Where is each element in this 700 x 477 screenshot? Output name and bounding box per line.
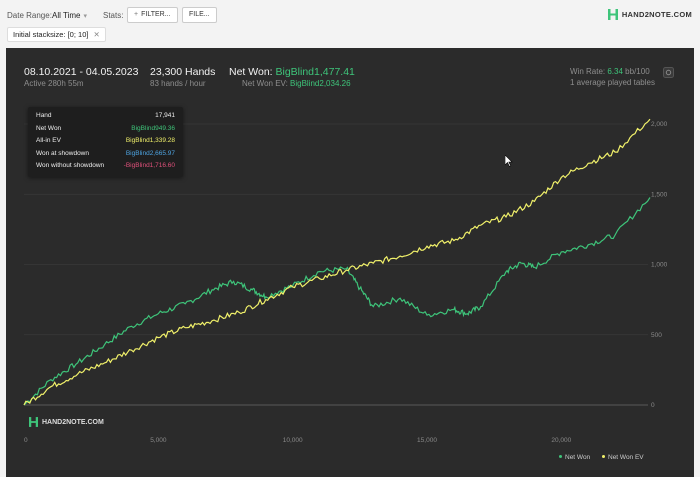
chart-lines [23,118,651,406]
tooltip-value: -BigBlind1,716.60 [123,162,175,169]
x-axis-ticks: 0 5,000 10,000 15,000 20,000 [24,437,572,444]
chevron-down-icon: ▾ [83,13,87,20]
legend-dot-net-won [559,455,562,458]
chart-grid [24,123,648,406]
filter-button-label: FILTER... [141,11,171,18]
x-tick-label: 10,000 [283,437,303,444]
watermark-text: HAND2NOTE.COM [42,418,104,426]
x-tick-label: 15,000 [417,437,437,444]
date-range-select[interactable]: All Time ▾ [52,11,87,20]
tooltip-label: All-in EV [36,137,61,144]
filter-chip[interactable]: Initial stacksize: [0; 10] ✕ [7,27,106,42]
net-won-label: Net Won: [229,66,273,78]
hands-count: 23,300 Hands [150,66,216,78]
tooltip-row: Hand 17,941 [36,112,175,124]
active-time: Active 280h 55m [24,79,84,88]
win-rate-value: 6.34 [607,67,623,76]
net-won-ev-value: BigBlind2,034.26 [290,79,351,88]
win-rate-unit: bb/100 [625,67,650,76]
logo-text: HAND2NOTE.COM [621,10,692,19]
tooltip-label: Won without showdown [36,162,105,169]
y-tick-label: 1,000 [651,262,668,269]
filter-button[interactable]: + FILTER... [127,7,178,23]
legend-label-net-won: Net Won [565,454,591,461]
y-tick-label: 500 [651,332,662,339]
mouse-cursor-icon [505,155,513,167]
legend-net-won-ev[interactable]: Net Won EV [602,454,644,461]
y-tick-label: 0 [651,402,655,409]
stats-label: Stats: [103,11,124,20]
legend-net-won[interactable]: Net Won [559,454,590,461]
settings-icon[interactable] [663,67,674,78]
tooltip-row: Net Won BigBlind949.36 [36,125,175,137]
legend-dot-net-won-ev [602,455,605,458]
legend-label-net-won-ev: Net Won EV [608,454,644,461]
tooltip-value: BigBlind1,339.28 [125,137,175,144]
tooltip-value: 17,941 [155,112,175,119]
tooltip-row: All-in EV BigBlind1,339.28 [36,137,175,149]
date-span: 08.10.2021 - 04.05.2023 [24,66,139,78]
x-tick-label: 20,000 [551,437,571,444]
series-line [23,197,651,406]
net-won-ev: Net Won EV: BigBlind2,034.26 [242,79,351,88]
win-rate: Win Rate: 6.34 bb/100 [570,67,650,76]
chart-tooltip: Hand 17,941 Net Won BigBlind949.36 All-in EV… [28,107,183,177]
file-button[interactable]: FILE... [182,7,217,23]
h2n-watermark-icon [29,417,38,427]
y-tick-label: 2,000 [651,121,668,128]
tooltip-label: Won at showdown [36,149,89,157]
x-tick-label: 5,000 [150,437,167,444]
chart-watermark: HAND2NOTE.COM [29,417,104,427]
tooltip-row: Won without showdown -BigBlind1,716.60 [36,162,175,174]
file-button-label: FILE... [189,11,210,18]
tooltip-value: BigBlind2,665.97 [125,149,175,157]
close-icon[interactable]: ✕ [93,30,100,39]
tooltip-row: Won at showdown BigBlind2,665.97 [36,150,175,162]
toolbar: Date Range: All Time ▾ Stats: + FILTER... … [0,0,700,28]
net-won: Net Won: BigBlind1,477.41 [229,66,355,78]
date-range-value: All Time [52,11,81,20]
x-tick-label: 0 [24,437,28,444]
date-range-label: Date Range: [7,11,52,20]
hand2note-logo: HAND2NOTE.COM [607,9,692,20]
y-axis-ticks: 0 500 1,000 1,500 2,000 [651,121,668,409]
net-won-ev-label: Net Won EV: [242,79,288,88]
series-line [23,118,651,406]
h2n-logo-icon [607,9,618,20]
hands-per-hour: 83 hands / hour [150,79,206,88]
tooltip-value: BigBlind949.36 [131,124,175,132]
filter-chip-label: Initial stacksize: [0; 10] [13,30,89,39]
tooltip-label: Net Won [36,124,62,132]
win-rate-label: Win Rate: [570,67,606,76]
net-won-value: BigBlind1,477.41 [275,66,355,78]
tooltip-label: Hand [36,112,52,119]
tables-info: 1 average played tables [570,78,655,87]
y-tick-label: 1,500 [651,191,668,198]
plus-icon: + [134,11,139,18]
